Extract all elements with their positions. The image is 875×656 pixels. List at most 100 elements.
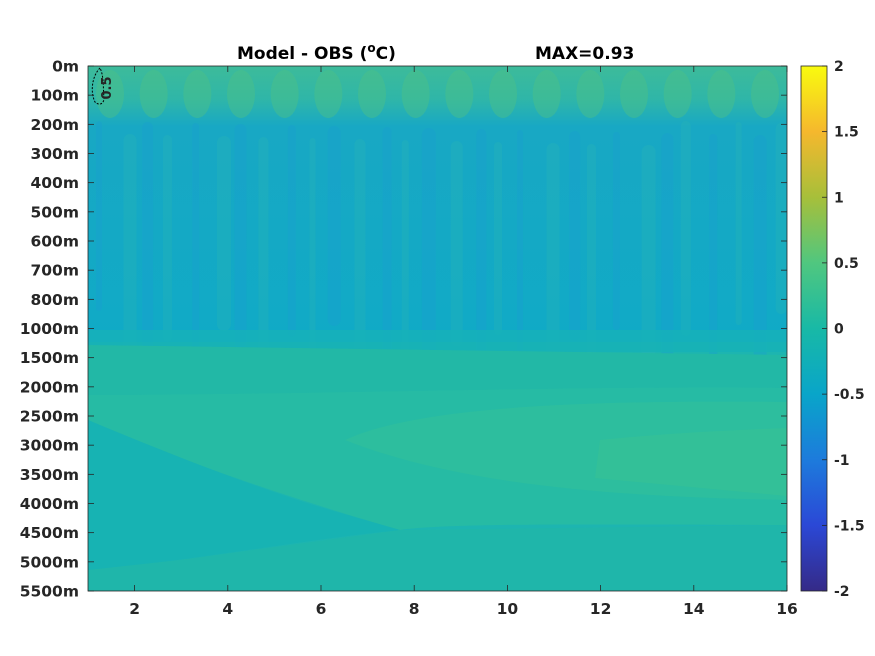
y-tick-label: 600m [30,233,79,251]
streak [421,128,436,374]
y-axis-ticks: 0m 100m 200m 300m 400m 500m 600m 700m 800m 1000m 1… [20,58,787,601]
colorbar-tick-label: -1.5 [834,518,865,534]
x-tick-label: 14 [683,600,705,618]
surface-blob [358,70,386,118]
streak [234,124,247,348]
y-tick-label: 1000m [20,320,79,338]
streak [494,142,503,335]
right-warm-patch [595,428,787,496]
streak [709,134,718,378]
y-tick-label: 0m [52,58,79,76]
y-tick-label: 5000m [20,553,79,571]
streak [96,121,102,311]
x-axis-ticks: 2 4 6 8 10 12 14 16 [129,66,798,618]
y-tick-label: 800m [30,291,79,309]
streak [287,125,296,337]
streak [612,132,620,330]
colorbar-tick-label: 1.5 [834,125,859,141]
streak [192,123,200,359]
chart-title-text: Model - OBS ( [237,44,367,64]
streak [382,127,392,385]
y-tick-label: 200m [30,116,79,134]
y-tick-label: 100m [30,87,79,105]
y-tick-label: 5500m [20,583,79,601]
y-tick-label: 4000m [20,495,79,513]
streak [586,144,596,383]
chart-title: Model - OBS (oC) [237,41,396,64]
x-tick-label: 8 [409,600,420,618]
surface-blob [620,70,648,118]
surface-blob [96,70,124,118]
bottom-region [88,525,787,591]
colorbar-ticks: 2 1.5 1 0.5 0 -0.5 -1 -1.5 -2 [822,59,865,600]
surface-blob [751,70,779,118]
transition-band [88,330,787,352]
streak [775,123,787,314]
x-tick-label: 4 [222,600,233,618]
surface-blob [401,70,430,118]
surface-blob [139,70,168,118]
contour-0-5 [91,67,105,105]
y-tick-label: 500m [30,203,79,221]
streak [162,135,172,342]
max-label: MAX=0.93 [535,44,634,64]
streak [680,121,691,336]
streak [641,145,656,372]
colorbar-tick-label: -2 [834,584,850,600]
y-tick-label: 400m [30,174,79,192]
intermediate-region [88,345,787,400]
streak [517,130,524,352]
x-tick-label: 12 [590,600,612,618]
y-tick-label: 3000m [20,437,79,455]
streak [735,122,742,325]
surface-blobs [96,70,779,118]
streak [309,138,316,379]
chart-title-sup: o [367,41,375,55]
y-tick-label: 2000m [20,378,79,396]
surface-blob [707,70,736,118]
y-tick-label: 2500m [20,408,79,426]
streak [476,129,487,363]
y-tick-label: 700m [30,262,79,280]
colorbar-tick-label: 0 [834,322,844,338]
streak [401,140,409,357]
surface-blob [183,70,212,118]
left-cool-wedge [88,420,400,570]
chart-title-tail: C) [376,44,396,64]
streak [569,131,581,341]
colorbar-tick-label: 0.5 [834,256,859,272]
surface-blob [663,70,692,118]
upper-ocean-region [88,66,787,342]
heatmap-field [88,66,787,591]
surface-blob [532,70,561,118]
streak [327,126,341,326]
x-tick-label: 6 [316,600,327,618]
x-tick-label: 16 [776,600,798,618]
colorbar-tick-label: -0.5 [834,387,865,403]
surface-blob [227,70,255,118]
streak [258,137,269,390]
streak [123,134,137,353]
surface-blob [576,70,605,118]
y-tick-label: 4500m [20,524,79,542]
colorbar-tick-label: -1 [834,453,850,469]
colorbar-tick-label: 1 [834,190,844,206]
surface-blob [314,70,343,118]
streak [661,133,674,389]
streak [216,136,231,331]
y-tick-label: 3500m [20,466,79,484]
colorbar-tick-label: 2 [834,59,844,75]
streak [142,122,154,370]
surface-blob [445,70,474,118]
surface-blob [270,70,299,118]
streak [450,141,463,346]
contour-label: 0.5 [100,76,115,99]
surface-blob [489,70,517,118]
y-tick-label: 1500m [20,349,79,367]
x-tick-label: 2 [129,600,140,618]
streak [753,135,767,367]
streak [354,139,366,368]
x-tick-label: 10 [497,600,519,618]
y-tick-label: 300m [30,145,79,163]
